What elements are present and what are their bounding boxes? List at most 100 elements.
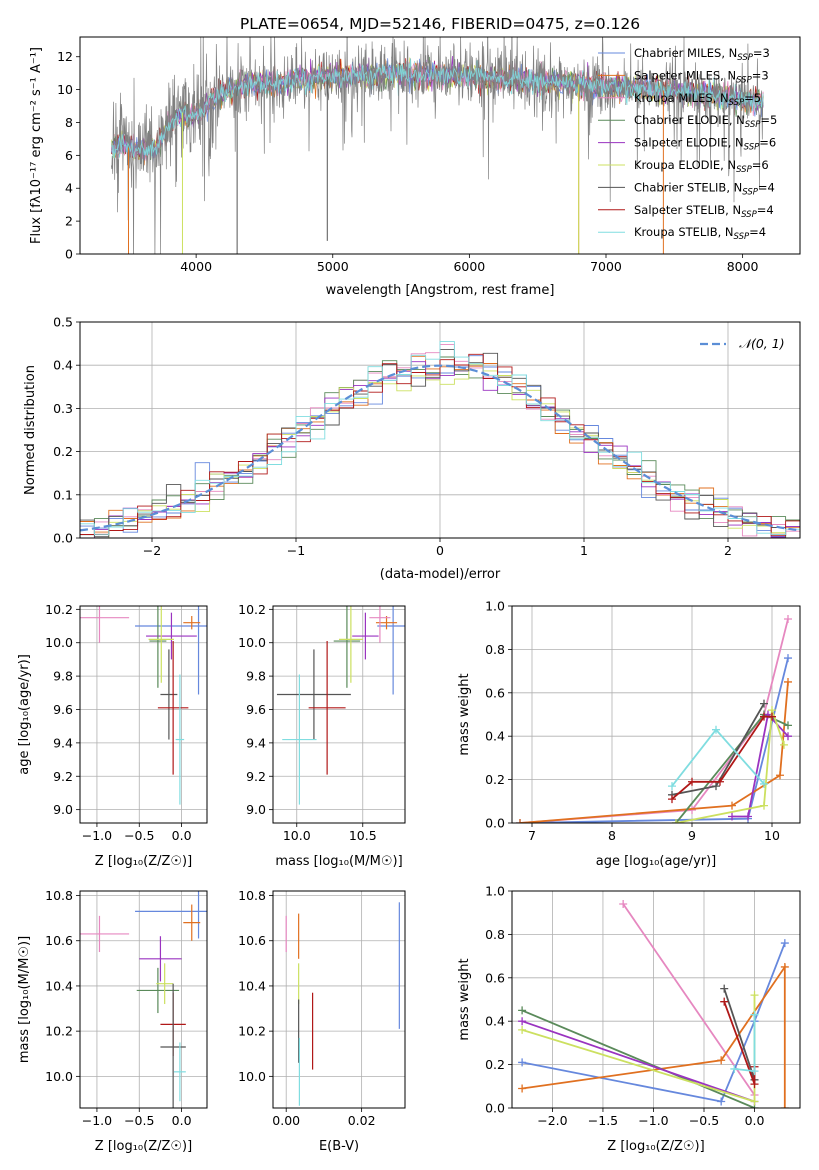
weight-marker bbox=[768, 712, 776, 721]
weight-marker bbox=[780, 1104, 789, 1108]
y-tick-label: 0.2 bbox=[53, 444, 73, 459]
mass-metallicity-panel: −1.0 −0.5 0.0 10.0 10.2 10.4 10.6 10.8 Z [log₁₀(… bbox=[17, 888, 208, 1154]
weight-line bbox=[622, 903, 756, 1096]
legend-label: Kroupa ELODIE, NSSP=6 bbox=[634, 158, 769, 175]
x-tick-label: 0.0 bbox=[172, 1113, 192, 1128]
y-tick-label: 9.2 bbox=[246, 769, 266, 784]
weight-marker bbox=[728, 801, 736, 810]
y-tick-label: 0.0 bbox=[485, 816, 505, 831]
axes-frame bbox=[511, 890, 801, 1109]
weight-marker bbox=[518, 1025, 527, 1034]
y-tick-label: 8 bbox=[65, 115, 73, 130]
x-axis-label: wavelength [Angstrom, rest frame] bbox=[326, 283, 555, 298]
axes-frame bbox=[272, 890, 406, 1109]
y-tick-label: 9.0 bbox=[246, 802, 266, 817]
weight-marker bbox=[717, 1097, 726, 1106]
y-tick-label: 0.4 bbox=[53, 358, 73, 373]
weight-marker bbox=[780, 962, 789, 971]
weight-marker bbox=[750, 991, 759, 1000]
age-metallicity-panel: −1.0 −0.5 0.0 9.0 9.2 9.4 9.6 9.8 10.0 10.2 Z [log… bbox=[17, 602, 208, 869]
x-axis-label: mass [log₁₀(M/M☉)] bbox=[275, 854, 402, 869]
y-tick-label: 0.8 bbox=[485, 642, 505, 657]
x-tick-label: −0.5 bbox=[689, 1113, 719, 1128]
mass-metallicity-panel-plot bbox=[80, 891, 207, 1108]
weight-metallicity-panel-plot bbox=[518, 900, 789, 1108]
weight-line bbox=[723, 988, 756, 1081]
x-tick-label: 0.02 bbox=[348, 1113, 376, 1128]
y-tick-label: 10.4 bbox=[238, 978, 266, 993]
x-tick-label: 1 bbox=[580, 543, 588, 558]
y-tick-label: 0.0 bbox=[485, 1101, 505, 1116]
y-tick-label: 1.0 bbox=[485, 599, 505, 614]
weight-marker bbox=[784, 721, 792, 730]
age-metallicity-panel-plot bbox=[80, 606, 207, 805]
weight-marker bbox=[784, 615, 792, 624]
legend-label: Chabrier MILES, NSSP=3 bbox=[634, 46, 770, 63]
residuals-panel: −2 −1 0 1 2 0.0 0.1 0.2 0.3 0.4 0.5 (data-model)/er… bbox=[23, 315, 801, 582]
legend-label: 𝒩(0, 1) bbox=[739, 336, 785, 351]
weight-marker bbox=[518, 1058, 527, 1067]
weight-marker bbox=[717, 1056, 726, 1065]
weight-marker bbox=[518, 1084, 527, 1093]
weight-marker bbox=[780, 740, 788, 749]
y-axis-label: mass [log₁₀(M/M☉)] bbox=[17, 936, 32, 1063]
weight-marker bbox=[716, 777, 724, 786]
y-tick-label: 1.0 bbox=[485, 884, 505, 899]
weight-marker bbox=[516, 819, 524, 823]
x-tick-label: 8000 bbox=[727, 259, 759, 274]
x-tick-label: −1.0 bbox=[82, 828, 112, 843]
y-tick-label: 10.6 bbox=[238, 933, 266, 948]
x-tick-label: 7 bbox=[528, 828, 536, 843]
weight-marker bbox=[750, 1010, 759, 1019]
x-tick-label: 4000 bbox=[180, 259, 212, 274]
model-spectrum-line bbox=[111, 58, 764, 159]
mass-extinction-panel: 0.00 0.02 10.0 10.2 10.4 10.6 10.8 E(B-V) bbox=[238, 888, 406, 1154]
legend-label: Salpeter MILES, NSSP=3 bbox=[634, 68, 769, 85]
y-tick-label: 9.8 bbox=[246, 669, 266, 684]
x-tick-label: 5000 bbox=[317, 259, 349, 274]
histogram-step bbox=[80, 341, 800, 536]
x-tick-label: −1.0 bbox=[82, 1113, 112, 1128]
x-tick-label: 10.5 bbox=[349, 828, 377, 843]
weight-marker bbox=[518, 1017, 527, 1026]
x-tick-label: 10 bbox=[764, 828, 780, 843]
weight-marker bbox=[760, 779, 768, 788]
x-tick-label: −1.5 bbox=[588, 1113, 618, 1128]
chart-panels: 4000 5000 6000 7000 8000024681012wavelength … bbox=[17, 36, 801, 1154]
weight-marker bbox=[760, 712, 768, 721]
y-tick-label: 10.0 bbox=[238, 635, 266, 650]
weight-marker bbox=[730, 1064, 739, 1073]
y-tick-label: 10.8 bbox=[238, 888, 266, 903]
weight-age-panel-plot bbox=[516, 615, 792, 823]
y-tick-label: 0.8 bbox=[485, 927, 505, 942]
y-tick-label: 9.4 bbox=[53, 735, 73, 750]
y-tick-label: 10.2 bbox=[45, 602, 73, 617]
normal-curve bbox=[80, 364, 798, 532]
y-tick-label: 0.6 bbox=[485, 685, 505, 700]
y-axis-label: Flux [fλ10⁻¹⁷ erg cm⁻² s⁻¹ A⁻¹] bbox=[29, 47, 44, 244]
y-tick-label: 10.2 bbox=[45, 1024, 73, 1039]
age-mass-panel: 10.0 10.5 9.0 9.2 9.4 9.6 9.8 10.0 10.2 mass [log… bbox=[238, 602, 406, 869]
x-tick-label: 0.0 bbox=[745, 1113, 765, 1128]
weight-marker bbox=[784, 732, 792, 741]
y-tick-label: 10.8 bbox=[45, 888, 73, 903]
y-tick-label: 0.2 bbox=[485, 772, 505, 787]
y-tick-label: 9.6 bbox=[246, 702, 266, 717]
mass-extinction-panel-plot bbox=[285, 902, 400, 1106]
x-tick-label: 6000 bbox=[453, 259, 485, 274]
weight-marker bbox=[750, 1097, 759, 1106]
y-tick-label: 10.0 bbox=[238, 1069, 266, 1084]
weight-marker bbox=[668, 782, 676, 791]
y-tick-label: 10.0 bbox=[45, 1069, 73, 1084]
x-axis-label: age [log₁₀(age/yr)] bbox=[596, 854, 717, 869]
weight-marker bbox=[776, 771, 784, 780]
legend-label: Salpeter STELIB, NSSP=4 bbox=[634, 203, 774, 220]
x-tick-label: −2.0 bbox=[537, 1113, 567, 1128]
y-tick-label: 2 bbox=[65, 214, 73, 229]
x-tick-label: 0 bbox=[436, 543, 444, 558]
y-tick-label: 0.2 bbox=[485, 1057, 505, 1072]
y-tick-label: 9.2 bbox=[53, 769, 73, 784]
weight-marker bbox=[750, 1067, 759, 1076]
x-tick-label: 9 bbox=[688, 828, 696, 843]
y-tick-label: 9.0 bbox=[53, 802, 73, 817]
